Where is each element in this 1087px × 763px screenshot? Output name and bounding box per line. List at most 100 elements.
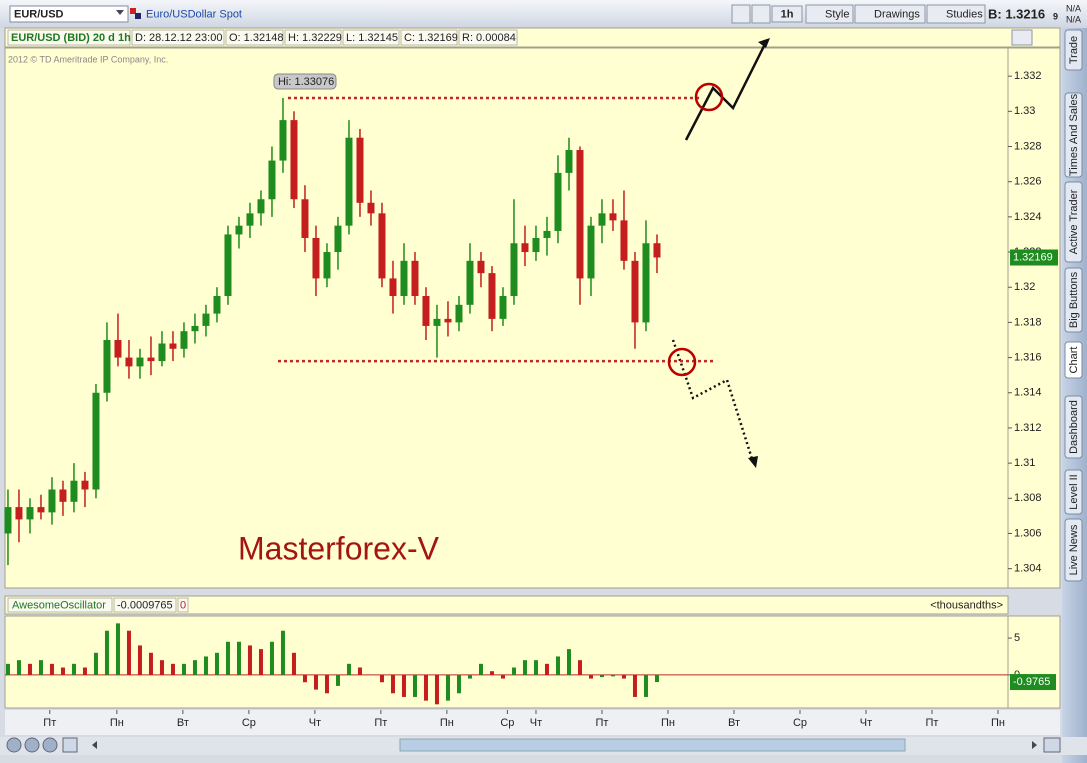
candle-body: [290, 120, 298, 200]
osc-bar: [115, 623, 120, 675]
x-tick-label: Ср: [793, 717, 807, 729]
candle-body: [334, 225, 342, 253]
x-tick-label: Вт: [728, 717, 740, 729]
symbol-input[interactable]: [9, 5, 129, 23]
candle-body: [279, 120, 287, 161]
dropdown-icon[interactable]: [116, 10, 124, 15]
bid-tail: 9: [1053, 11, 1058, 21]
osc-bar: [126, 630, 131, 675]
candle-body: [477, 260, 485, 274]
zoom-in[interactable]: [24, 737, 40, 753]
scroll-left[interactable]: [92, 741, 97, 749]
side-tab-label: Dashboard: [1068, 400, 1080, 454]
candle-body: [136, 357, 144, 367]
candle-body: [609, 213, 617, 221]
button-label: Style: [825, 8, 849, 20]
zoom-out[interactable]: [42, 737, 58, 753]
osc-bar: [621, 674, 626, 679]
osc-bar: [445, 674, 450, 701]
icon: [130, 8, 136, 14]
cell: [225, 29, 284, 46]
cell: [7, 597, 113, 613]
candle-body: [147, 357, 155, 362]
info-field: R: 0.00084: [462, 32, 516, 44]
y-tick-label: 1.318: [1014, 316, 1042, 328]
candle-body: [70, 480, 78, 502]
side-tab[interactable]: [1064, 92, 1083, 178]
studies-button[interactable]: [926, 4, 986, 24]
chart-settings[interactable]: [1011, 29, 1033, 46]
nav-button[interactable]: [6, 737, 22, 753]
osc-bar: [5, 663, 10, 675]
candle-body: [235, 225, 243, 235]
x-tick-label: Ср: [500, 717, 514, 729]
interval-button[interactable]: [771, 5, 803, 23]
osc-bar: [159, 660, 164, 675]
osc-bar: [203, 656, 208, 675]
osc-bar: [291, 652, 296, 675]
bid: B: 1.3216: [988, 6, 1045, 21]
pan-tool[interactable]: [62, 737, 78, 753]
candle-body: [389, 278, 397, 297]
osc-bar: [137, 645, 142, 675]
candle-body: [125, 357, 133, 367]
candle-body: [356, 137, 364, 203]
candle-body: [312, 237, 320, 279]
candle-body: [433, 318, 441, 326]
osc-units: <thousandths>: [930, 599, 1003, 611]
osc-bar: [93, 652, 98, 675]
osc-bar: [401, 674, 406, 697]
side-tab[interactable]: [1064, 395, 1083, 459]
x-tick-label: Пт: [926, 717, 939, 729]
tool-button[interactable]: [751, 4, 771, 24]
candle-body: [15, 507, 23, 520]
cell: [400, 29, 458, 46]
candle-body: [367, 202, 375, 214]
drawings-button[interactable]: [854, 4, 926, 24]
candle-body: [191, 325, 199, 332]
cell: [342, 29, 400, 46]
style-button[interactable]: [805, 4, 854, 24]
side-tab[interactable]: [1064, 181, 1083, 263]
osc-bar: [379, 674, 384, 683]
side-tab-label: Times And Sales: [1068, 93, 1080, 176]
status: N/A: [1066, 3, 1081, 13]
candle-body: [202, 313, 210, 326]
candle-body: [422, 296, 430, 326]
high-label-box: [273, 73, 337, 90]
x-tick-label: Чт: [860, 717, 872, 729]
candle-body: [224, 234, 232, 297]
info-cells: EUR/USD (BID) 20 d 1h D: 28.12.12 23:00 O:…: [7, 29, 518, 46]
scroll-right[interactable]: [1032, 741, 1037, 749]
candle-body: [169, 343, 177, 349]
side-tab[interactable]: [1064, 341, 1083, 379]
expand[interactable]: [1043, 737, 1061, 753]
osc-bar: [214, 652, 219, 675]
candle-body: [521, 243, 529, 253]
side-tab[interactable]: [1064, 469, 1083, 515]
x-tick-label: Пн: [991, 717, 1005, 729]
osc-bar: [49, 663, 54, 675]
candle-body: [620, 220, 628, 261]
side-tab[interactable]: [1064, 267, 1083, 333]
candle-body: [37, 507, 45, 513]
info-field: EUR/USD (BID) 20 d 1h: [11, 32, 131, 44]
price-plot: [4, 47, 1009, 589]
cell: [284, 29, 342, 46]
osc-bar: [16, 660, 21, 675]
candle-body: [81, 480, 89, 490]
osc-bar: [60, 667, 65, 675]
candle-body: [257, 199, 265, 214]
tool-button[interactable]: [731, 4, 751, 24]
high-label: Hi: 1.33076: [278, 76, 334, 88]
side-tab-label: Trade: [1068, 36, 1080, 64]
side-tab[interactable]: [1064, 29, 1083, 71]
candle-body: [444, 318, 452, 323]
side-tab-label: Active Trader: [1068, 189, 1080, 254]
symbol: EUR/USD: [14, 8, 64, 20]
side-tab[interactable]: [1064, 518, 1083, 582]
side-tab-label: Live News: [1068, 524, 1080, 575]
scroll-thumb[interactable]: [399, 738, 906, 752]
osc-last: -0.9765: [1013, 676, 1050, 688]
info-field: H: 1.32229: [288, 32, 342, 44]
